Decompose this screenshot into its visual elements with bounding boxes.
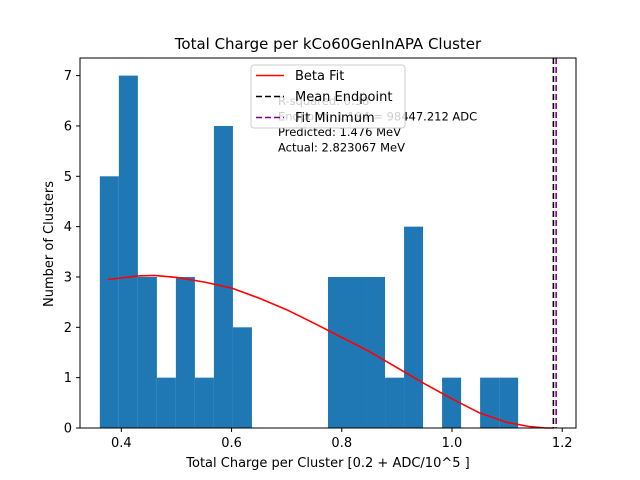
x-axis-label: Total Charge per Cluster [0.2 + ADC/10^5…: [185, 456, 469, 471]
annotation-line: Actual: 2.823067 MeV: [278, 141, 405, 155]
histogram-bar: [156, 377, 176, 428]
x-axis: 0.4 0.6 0.8 1.0 1.2: [111, 428, 573, 451]
y-axis: 0 1 2 3 4 5 6 7: [64, 69, 80, 437]
vlines-layer: [552, 58, 557, 428]
x-tick-label: 0.6: [221, 436, 242, 451]
histogram-bar: [385, 377, 405, 428]
histogram-bar: [499, 377, 519, 428]
y-tick-label: 4: [64, 220, 72, 235]
y-tick-label: 1: [64, 371, 72, 386]
histogram-bar: [347, 276, 367, 428]
histogram-bar: [232, 327, 252, 428]
histogram-bar: [118, 75, 138, 428]
histogram-bar: [213, 125, 233, 429]
histogram-bar: [194, 377, 214, 428]
x-tick-label: 1.2: [552, 436, 573, 451]
x-tick-label: 0.4: [111, 436, 132, 451]
histogram-bar: [404, 226, 424, 428]
beta-fit-curve: [107, 274, 554, 429]
y-tick-label: 6: [64, 119, 72, 134]
histogram-bar: [480, 377, 500, 428]
y-tick-label: 2: [64, 321, 72, 336]
y-tick-label: 7: [64, 69, 72, 84]
y-tick-label: 5: [64, 170, 72, 185]
histogram-bar: [366, 276, 386, 428]
legend-item-mean-endpoint: Mean Endpoint: [256, 90, 392, 105]
legend-label: Beta Fit: [295, 69, 344, 84]
histogram-bar: [137, 276, 157, 428]
legend-box: [250, 64, 406, 129]
histogram-bar: [328, 276, 348, 428]
histogram-bar: [99, 176, 119, 428]
chart-title: Total Charge per kCo60GenInAPA Cluster: [174, 35, 482, 53]
y-tick-label: 0: [64, 422, 72, 437]
legend: Beta Fit Mean Endpoint Fit Minimum: [250, 64, 406, 129]
histogram-bar: [442, 377, 462, 428]
x-tick-label: 0.8: [331, 436, 352, 451]
fit-layer: [107, 274, 554, 429]
legend-label: Mean Endpoint: [295, 90, 392, 105]
legend-item-fit-minimum: Fit Minimum: [256, 111, 375, 126]
bars-layer: [99, 75, 519, 429]
y-tick-label: 3: [64, 270, 72, 285]
legend-item-beta-fit: Beta Fit: [256, 69, 344, 84]
plot-frame: [79, 57, 577, 429]
y-axis-label: Number of Clusters: [42, 181, 57, 307]
histogram-bar: [175, 276, 195, 428]
legend-label: Fit Minimum: [295, 111, 375, 126]
x-tick-label: 1.0: [442, 436, 463, 451]
